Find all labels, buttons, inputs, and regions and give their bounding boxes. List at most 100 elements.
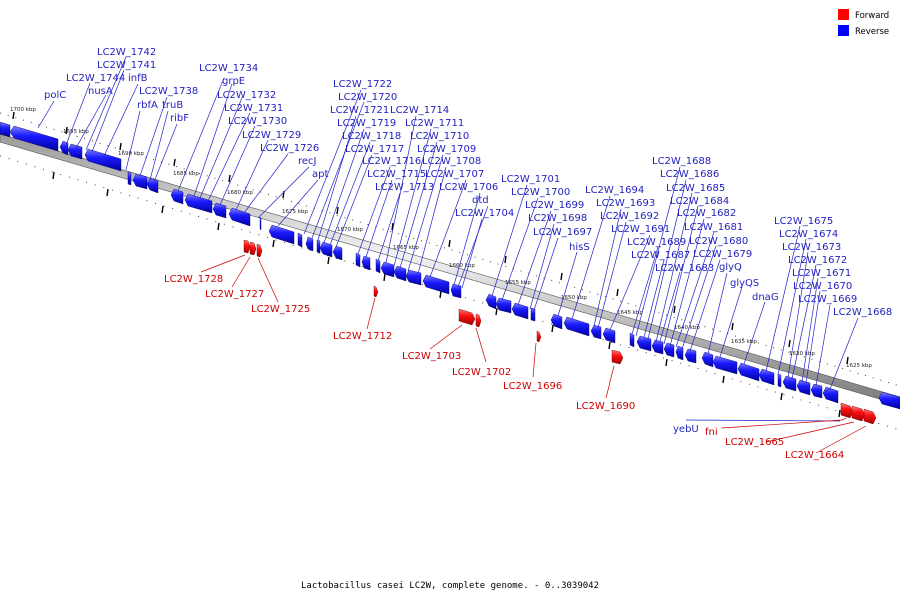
- gene-label-reverse: LC2W_1701: [501, 174, 560, 185]
- gene-label-reverse: LC2W_1687: [631, 250, 690, 261]
- lower-ticks: [52, 171, 841, 418]
- gene-label-reverse: LC2W_1688: [652, 156, 711, 167]
- gene-label-reverse: LC2W_1720: [338, 92, 397, 103]
- gene-label-reverse: LC2W_1714: [390, 105, 449, 116]
- genome-backbone: [0, 133, 900, 406]
- gene-label-reverse: LC2W_1744: [66, 73, 125, 84]
- gene-label-reverse: LC2W_1729: [242, 130, 301, 141]
- gene-label-reverse: LC2W_1730: [228, 116, 287, 127]
- legend-forward-swatch: [838, 9, 849, 20]
- gene-label-reverse: LC2W_1683: [655, 263, 714, 274]
- legend-forward-label: Forward: [855, 11, 889, 21]
- gene-label-reverse: LC2W_1715: [367, 169, 426, 180]
- legend-reverse-label: Reverse: [855, 27, 889, 37]
- scale-label: 1680 kbp: [227, 190, 253, 196]
- gene-label-reverse: glyQ: [719, 262, 742, 273]
- gene-label-reverse: yebU: [673, 424, 699, 435]
- scale-label: 1645 kbp: [617, 310, 643, 316]
- gene-label-reverse: LC2W_1697: [533, 227, 592, 238]
- gene-label-reverse: LC2W_1698: [528, 213, 587, 224]
- gene-label-forward: LC2W_1702: [452, 367, 511, 378]
- gene-label-reverse: LC2W_1680: [689, 236, 748, 247]
- scale-label: 1685 kbp: [173, 171, 199, 177]
- gene-label-forward: LC2W_1725: [251, 304, 310, 315]
- gene-label-reverse: LC2W_1694: [585, 185, 644, 196]
- gene-label-reverse: LC2W_1681: [684, 222, 743, 233]
- forward-strand-features: [243, 239, 877, 425]
- scale-label: 1700 kbp: [10, 107, 36, 113]
- scale-label: 1655 kbp: [505, 280, 531, 286]
- scale-label: 1660 kbp: [449, 263, 475, 269]
- gene-label-reverse: nusA: [88, 86, 113, 97]
- gene-label-forward: LC2W_1665: [725, 437, 784, 448]
- scale-label: 1695 kbp: [63, 129, 89, 135]
- gene-label-reverse: LC2W_1710: [410, 131, 469, 142]
- gene-label-reverse: LC2W_1719: [337, 118, 396, 129]
- gene-label-reverse: LC2W_1689: [627, 237, 686, 248]
- gene-label-reverse: dtd: [472, 195, 489, 206]
- gene-label-reverse: LC2W_1731: [224, 103, 283, 114]
- gene-label-reverse: dnaG: [752, 292, 779, 303]
- gene-label-reverse: polC: [44, 90, 66, 101]
- gene-label-reverse: grpE: [222, 76, 245, 87]
- gene-label-reverse: glyQS: [730, 278, 759, 289]
- gene-label-forward: fni: [705, 427, 718, 438]
- scale-label: 1670 kbp: [337, 227, 363, 233]
- gene-label-reverse: LC2W_1672: [788, 255, 847, 266]
- reverse-strand-features: [0, 121, 900, 410]
- gene-label-reverse: LC2W_1684: [670, 196, 729, 207]
- gene-label-reverse: LC2W_1670: [793, 281, 852, 292]
- gene-label-reverse: LC2W_1706: [439, 182, 498, 193]
- gene-label-reverse: LC2W_1717: [345, 144, 404, 155]
- forward-leader-lines: [200, 254, 867, 454]
- gene-label-reverse: LC2W_1726: [260, 143, 319, 154]
- gene-label-reverse: LC2W_1691: [611, 224, 670, 235]
- gene-label-reverse: LC2W_1732: [217, 90, 276, 101]
- gene-label-forward: LC2W_1712: [333, 331, 392, 342]
- gene-label-reverse: LC2W_1671: [792, 268, 851, 279]
- gene-label-reverse: LC2W_1668: [833, 307, 892, 318]
- gene-label-reverse: LC2W_1674: [779, 229, 838, 240]
- scale-label: 1675 kbp: [282, 209, 308, 215]
- scale-label: 1635 kbp: [731, 339, 757, 345]
- gene-label-reverse: LC2W_1738: [139, 86, 198, 97]
- gene-label-reverse: LC2W_1692: [600, 211, 659, 222]
- forward-gene-labels: LC2W_1728 LC2W_1727 LC2W_1725 LC2W_1712 …: [164, 274, 844, 461]
- gene-label-reverse: rbfA: [137, 100, 158, 111]
- legend: Forward Reverse: [838, 9, 889, 37]
- gene-label-forward: LC2W_1703: [402, 351, 461, 362]
- gene-label-reverse: LC2W_1716: [362, 156, 421, 167]
- gene-label-forward: LC2W_1690: [576, 401, 635, 412]
- gene-label-forward: LC2W_1728: [164, 274, 223, 285]
- gene-label-reverse: LC2W_1682: [677, 208, 736, 219]
- gene-label-forward: LC2W_1696: [503, 381, 562, 392]
- map-caption: Lactobacillus casei LC2W, complete genom…: [301, 581, 599, 591]
- scale-label: 1640 kbp: [674, 325, 700, 331]
- gene-label-reverse: recJ: [298, 156, 317, 167]
- ruler-lower: [0, 155, 900, 431]
- gene-label-reverse: LC2W_1700: [511, 187, 570, 198]
- gene-label-reverse: LC2W_1734: [199, 63, 258, 74]
- scale-label: 1630 kbp: [789, 351, 815, 357]
- reverse-gene-labels: polC LC2W_1744 nusA LC2W_1742 LC2W_1741 …: [44, 47, 892, 435]
- gene-label-reverse: LC2W_1699: [525, 200, 584, 211]
- legend-reverse-swatch: [838, 25, 849, 36]
- gene-label-reverse: LC2W_1707: [425, 169, 484, 180]
- gene-label-reverse: LC2W_1711: [405, 118, 464, 129]
- gene-label-reverse: LC2W_1704: [455, 208, 514, 219]
- gene-label-reverse: LC2W_1722: [333, 79, 392, 90]
- gene-label-reverse: apt: [312, 169, 328, 180]
- gene-label-reverse: LC2W_1679: [693, 249, 752, 260]
- gene-label-reverse: LC2W_1721: [330, 105, 389, 116]
- gene-label-reverse: LC2W_1713: [375, 182, 434, 193]
- gene-label-reverse: LC2W_1693: [596, 198, 655, 209]
- gene-label-reverse: LC2W_1741: [97, 60, 156, 71]
- gene-label-reverse: LC2W_1675: [774, 216, 833, 227]
- scale-label: 1650 kbp: [561, 295, 587, 301]
- gene-label-reverse: infB: [128, 73, 148, 84]
- gene-label-reverse: ribF: [170, 113, 189, 124]
- gene-label-reverse: LC2W_1709: [417, 144, 476, 155]
- gene-label-reverse: LC2W_1686: [660, 169, 719, 180]
- scale-ticks: [12, 111, 849, 365]
